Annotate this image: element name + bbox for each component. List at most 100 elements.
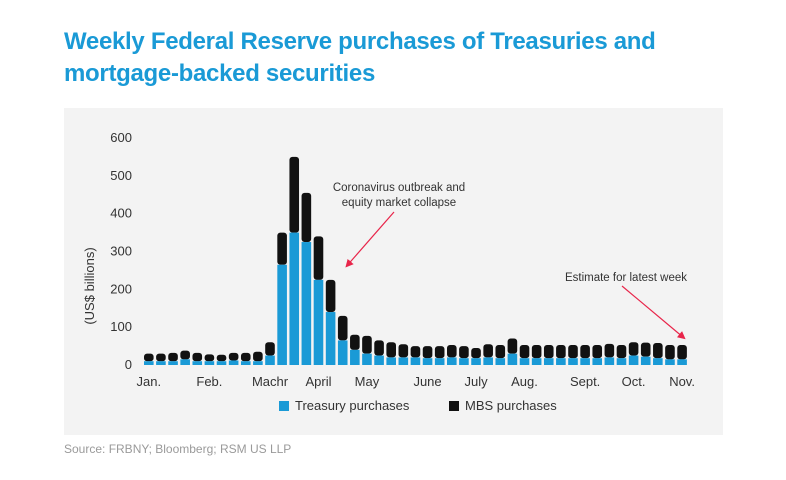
bar-mbs <box>580 344 590 359</box>
bar-mbs <box>640 342 651 357</box>
x-tick-label: Jan. <box>137 374 162 389</box>
x-tick-label: Machr <box>252 374 289 389</box>
bar-treasury <box>507 353 518 365</box>
bar-mbs <box>459 346 469 359</box>
bar-treasury <box>471 358 481 365</box>
bar-mbs <box>192 352 203 362</box>
bar-mbs <box>410 346 421 358</box>
bar-mbs <box>653 343 663 359</box>
bar-mbs <box>204 354 215 362</box>
source-note: Source: FRBNY; Bloomberg; RSM US LLP <box>64 442 292 456</box>
bar-mbs <box>531 344 542 359</box>
bar-treasury <box>192 361 203 365</box>
bar-treasury <box>289 232 300 365</box>
annotation-outbreak-arrow <box>345 211 395 268</box>
bar-mbs <box>216 354 227 362</box>
bar-treasury <box>592 358 603 365</box>
bar-treasury <box>640 356 651 365</box>
bar-treasury <box>434 358 445 365</box>
legend-label-treasury: Treasury purchases <box>295 398 410 413</box>
bar-mbs <box>337 315 348 341</box>
bar-treasury <box>604 357 615 365</box>
bar-treasury <box>398 357 409 365</box>
x-tick-label: April <box>305 374 331 389</box>
bar-treasury <box>265 355 275 365</box>
bar-mbs <box>434 346 445 359</box>
bar-mbs <box>253 351 263 362</box>
y-tick-label: 400 <box>110 206 132 221</box>
bar-treasury <box>156 361 166 365</box>
bar-treasury <box>495 358 506 365</box>
bar-mbs <box>398 344 409 358</box>
bar-mbs <box>374 340 384 356</box>
y-tick-label: 600 <box>110 130 132 145</box>
x-tick-label: Nov. <box>669 374 695 389</box>
bar-mbs <box>240 352 251 362</box>
bar-treasury <box>313 279 324 365</box>
y-tick-label: 100 <box>110 319 132 334</box>
bar-treasury <box>240 361 251 365</box>
bar-mbs <box>228 352 239 361</box>
bar-treasury <box>144 361 154 365</box>
bar-treasury <box>519 358 530 365</box>
bar-mbs <box>313 236 324 280</box>
bar-treasury <box>301 242 312 365</box>
bar-mbs <box>301 192 312 243</box>
x-tick-label: July <box>464 374 488 389</box>
bar-treasury <box>168 361 178 365</box>
bar-treasury <box>653 358 663 365</box>
bar-treasury <box>677 359 687 365</box>
legend-label-mbs: MBS purchases <box>465 398 557 413</box>
legend: Treasury purchases MBS purchases <box>279 398 557 413</box>
bar-mbs <box>616 344 627 359</box>
bar-mbs <box>144 353 154 362</box>
y-tick-label: 200 <box>110 281 132 296</box>
bar-mbs <box>592 344 603 359</box>
bar-mbs <box>362 335 372 354</box>
bar-treasury <box>459 358 469 365</box>
legend-swatch-treasury <box>279 401 289 411</box>
bar-mbs <box>180 350 190 360</box>
bar-treasury <box>350 349 360 365</box>
bar-mbs <box>495 344 506 359</box>
bar-mbs <box>543 344 554 359</box>
bar-mbs <box>568 344 578 359</box>
bar-mbs <box>277 232 287 265</box>
bar-treasury <box>228 360 239 365</box>
bar-treasury <box>337 340 348 365</box>
chart-svg: (US$ billions) 0 100 200 300 400 500 600 Jan. F… <box>82 130 695 413</box>
bar-mbs <box>422 346 433 359</box>
bar-treasury <box>204 361 215 365</box>
y-tick-label: 300 <box>110 244 132 259</box>
legend-swatch-mbs <box>449 401 459 411</box>
x-tick-label: Feb. <box>196 374 222 389</box>
bar-mbs <box>265 342 275 356</box>
bar-treasury <box>568 358 578 365</box>
bar-treasury <box>216 361 227 365</box>
bar-treasury <box>180 359 190 365</box>
bar-treasury <box>253 361 263 365</box>
bar-treasury <box>447 357 457 365</box>
bar-mbs <box>519 344 530 359</box>
annotation-outbreak-text: Coronavirus outbreak and equity market co… <box>333 182 465 209</box>
bar-mbs <box>447 344 457 358</box>
bar-mbs <box>471 347 481 359</box>
bar-mbs <box>677 344 687 360</box>
bar-treasury <box>386 357 396 365</box>
bar-treasury <box>410 357 421 365</box>
bar-treasury <box>374 355 384 365</box>
x-tick-label: May <box>355 374 380 389</box>
bar-mbs <box>483 344 493 358</box>
bar-treasury <box>531 358 542 365</box>
bar-mbs <box>289 156 300 233</box>
bar-treasury <box>277 264 287 365</box>
bar-mbs <box>556 344 566 359</box>
x-tick-label: Aug. <box>511 374 538 389</box>
y-tick-label: 0 <box>125 357 132 372</box>
bar-mbs <box>350 334 360 350</box>
bar-mbs <box>386 342 396 358</box>
bar-mbs <box>325 279 336 313</box>
bar-treasury <box>422 358 433 365</box>
bar-treasury <box>616 358 627 365</box>
y-tick-label: 500 <box>110 168 132 183</box>
